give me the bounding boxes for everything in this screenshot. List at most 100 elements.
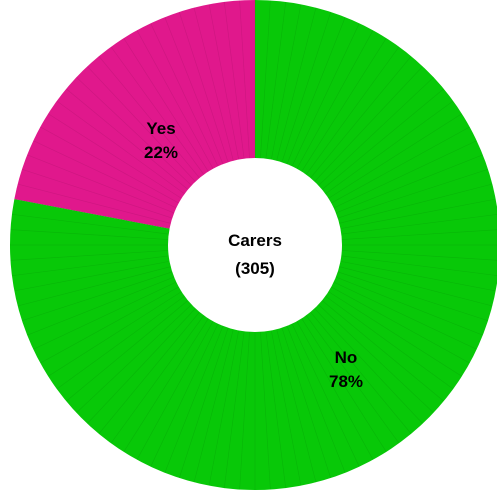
center-label-title: Carers (228, 231, 282, 250)
slice-texture-line (310, 56, 412, 179)
slice-texture-line (265, 1, 287, 159)
donut-hole (168, 158, 342, 332)
slice-texture-line (340, 260, 496, 292)
slice-texture-line (239, 0, 250, 159)
slice-texture-line (335, 154, 483, 214)
slice-texture-line (193, 7, 234, 161)
slice-texture-line (328, 113, 463, 199)
slice-texture-line (136, 321, 214, 460)
slice-texture-line (325, 100, 454, 195)
slice-texture-line (110, 46, 205, 175)
slice-texture-line (276, 7, 317, 161)
slice-texture-line (341, 250, 497, 261)
slice-texture-line (341, 255, 497, 276)
slice-texture-line (301, 318, 387, 453)
center-label-count: (305) (235, 259, 275, 278)
slice-texture-line (341, 229, 497, 240)
slice-texture-line (331, 126, 470, 204)
slice-texture-line (40, 286, 179, 364)
slice-texture-line (305, 315, 400, 444)
slice-texture-line (260, 331, 271, 490)
slice-texture-line (223, 1, 245, 159)
slice-texture-line (76, 77, 192, 186)
slice-texture-line (223, 331, 245, 489)
slice-texture-line (123, 37, 209, 172)
slice-texture-line (21, 271, 173, 322)
slice-texture-line (150, 323, 219, 467)
slice-texture-line (339, 266, 493, 307)
slice-texture-line (340, 198, 496, 230)
slice-texture-line (87, 308, 196, 424)
slice-texture-line (11, 255, 169, 277)
slice-texture-line (305, 46, 400, 175)
slice-texture-line (331, 286, 470, 364)
slice-texture-line (296, 321, 374, 460)
slice-texture-line (14, 198, 170, 230)
slice-texture-line (301, 37, 387, 172)
slice-label-yes-name: Yes (146, 119, 175, 138)
slice-texture-line (66, 88, 189, 190)
slice-texture-line (291, 323, 360, 467)
slice-texture-line (318, 304, 434, 413)
slice-label-no-percent: 78% (329, 372, 363, 391)
slice-texture-line (339, 183, 493, 224)
slice-texture-line (76, 304, 192, 413)
slice-texture-line (314, 308, 423, 424)
slice-texture-line (136, 30, 214, 169)
slice-label-no-name: No (335, 348, 358, 367)
slice-texture-line (110, 315, 205, 444)
slice-texture-line (333, 281, 477, 350)
slice-texture-line (335, 276, 483, 336)
slice-texture-line (276, 329, 317, 483)
slice-texture-line (286, 17, 346, 165)
slice-texture-line (321, 300, 444, 402)
stripes-layer (10, 0, 497, 490)
slice-texture-line (337, 168, 489, 219)
slice-texture-line (333, 140, 477, 209)
slice-texture-line (56, 295, 185, 390)
slice-texture-line (98, 311, 200, 434)
slice-texture-line (178, 11, 229, 163)
slice-texture-line (40, 126, 179, 204)
slice-texture-line (27, 276, 175, 336)
slice-texture-line (286, 325, 346, 473)
slice-texture-line (296, 30, 374, 169)
slice-texture-line (150, 23, 219, 167)
slice-texture-line (164, 325, 224, 473)
slice-texture-line (193, 329, 234, 483)
slice-texture-line (281, 327, 332, 479)
slice-texture-line (281, 11, 332, 163)
slice-texture-line (11, 213, 169, 235)
slice-texture-line (178, 327, 229, 479)
slice-texture-line (325, 295, 454, 390)
slice-texture-line (98, 56, 200, 179)
slice-texture-line (33, 140, 177, 209)
slice-texture-line (318, 77, 434, 186)
slice-texture-line (260, 0, 271, 159)
slice-texture-line (270, 4, 302, 160)
slice-texture-line (321, 88, 444, 190)
slice-texture-line (27, 154, 175, 214)
slice-texture-line (208, 330, 240, 486)
slice-texture-line (17, 183, 171, 224)
slice-texture-line (10, 250, 169, 261)
slice-texture-line (17, 266, 171, 307)
slice-texture-line (310, 311, 412, 434)
slice-texture-line (21, 168, 173, 219)
slice-texture-line (341, 214, 497, 235)
slice-texture-line (328, 291, 463, 377)
slice-texture-line (164, 17, 224, 165)
slice-texture-line (337, 271, 489, 322)
slice-texture-line (314, 66, 423, 182)
slice-texture-line (14, 260, 170, 292)
slice-texture-line (10, 229, 169, 240)
slice-texture-line (239, 331, 250, 490)
slice-texture-line (208, 4, 240, 160)
slice-texture-line (47, 113, 182, 199)
slice-texture-line (265, 331, 287, 489)
slice-texture-line (123, 318, 209, 453)
slice-texture-line (33, 281, 177, 350)
slice-texture-line (56, 100, 185, 195)
